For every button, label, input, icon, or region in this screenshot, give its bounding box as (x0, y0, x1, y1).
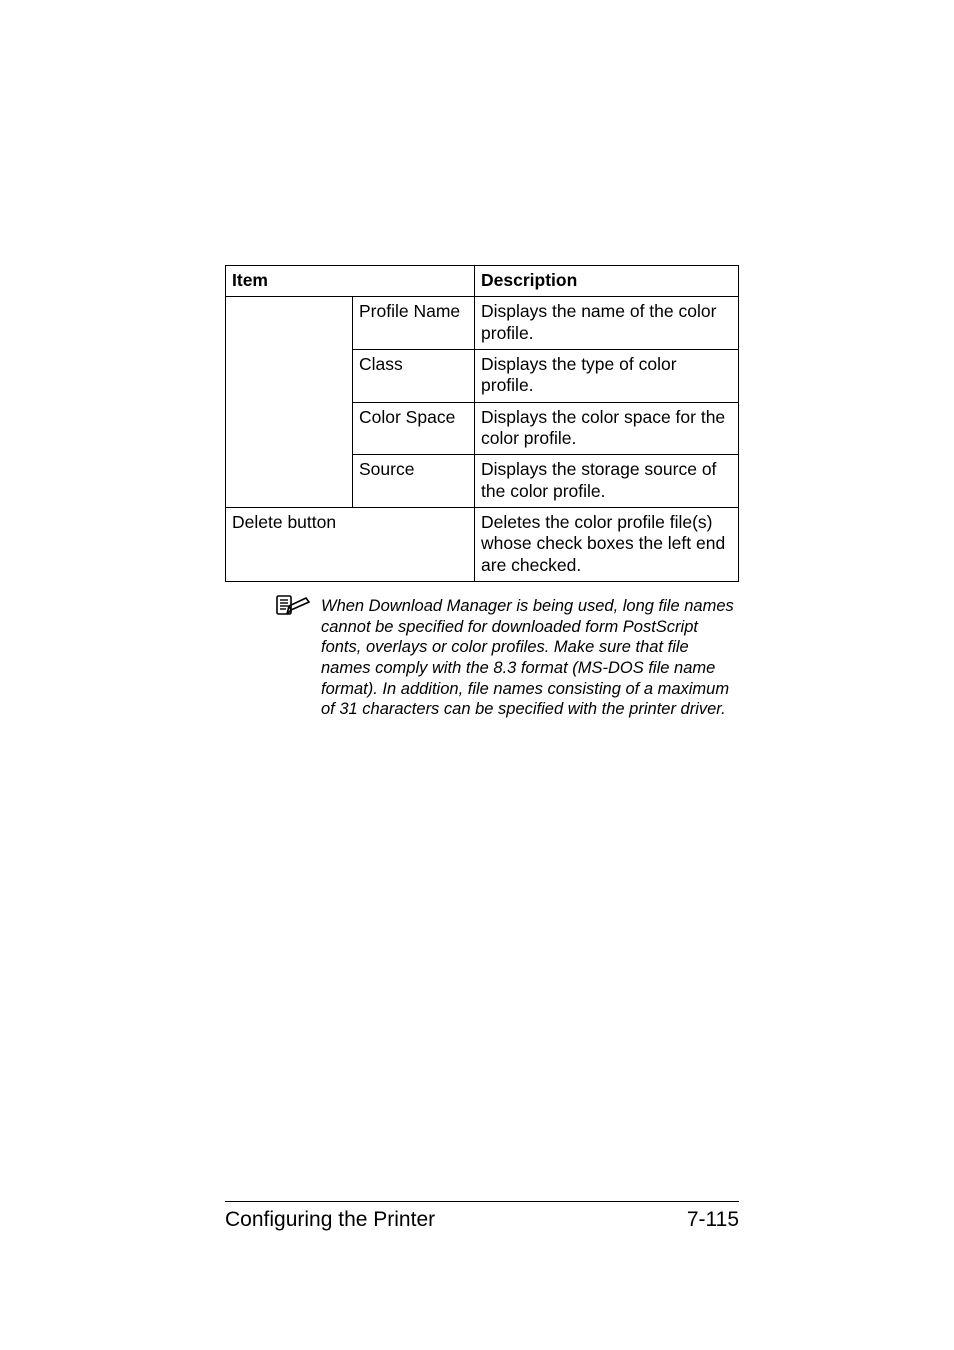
row-label: Source (353, 455, 475, 508)
row-label: Color Space (353, 402, 475, 455)
footer-row: Configuring the Printer 7-115 (225, 1208, 739, 1232)
note-text: When Download Manager is being used, lon… (321, 596, 739, 720)
table-row: Profile Name Displays the name of the co… (226, 297, 739, 350)
footer-rule (225, 1201, 739, 1202)
row-desc: Displays the storage source of the color… (475, 455, 739, 508)
page-footer: Configuring the Printer 7-115 (225, 1201, 739, 1232)
page: Item Description Profile Name Displays t… (0, 0, 954, 1350)
delete-desc: Deletes the color profile file(s) whose … (475, 508, 739, 582)
footer-right: 7-115 (687, 1208, 739, 1232)
table-header-row: Item Description (226, 266, 739, 297)
footer-left: Configuring the Printer (225, 1208, 435, 1232)
header-description: Description (475, 266, 739, 297)
note-icon (275, 594, 311, 623)
delete-label: Delete button (226, 508, 475, 582)
row-desc: Displays the color space for the color p… (475, 402, 739, 455)
note-block: When Download Manager is being used, lon… (225, 596, 739, 720)
row-desc: Displays the name of the color profile. (475, 297, 739, 350)
row-label: Class (353, 350, 475, 403)
header-item: Item (226, 266, 475, 297)
row-label: Profile Name (353, 297, 475, 350)
spec-table: Item Description Profile Name Displays t… (225, 265, 739, 582)
row-desc: Displays the type of color profile. (475, 350, 739, 403)
blank-group-cell (226, 297, 353, 508)
table-row-delete: Delete button Deletes the color profile … (226, 508, 739, 582)
